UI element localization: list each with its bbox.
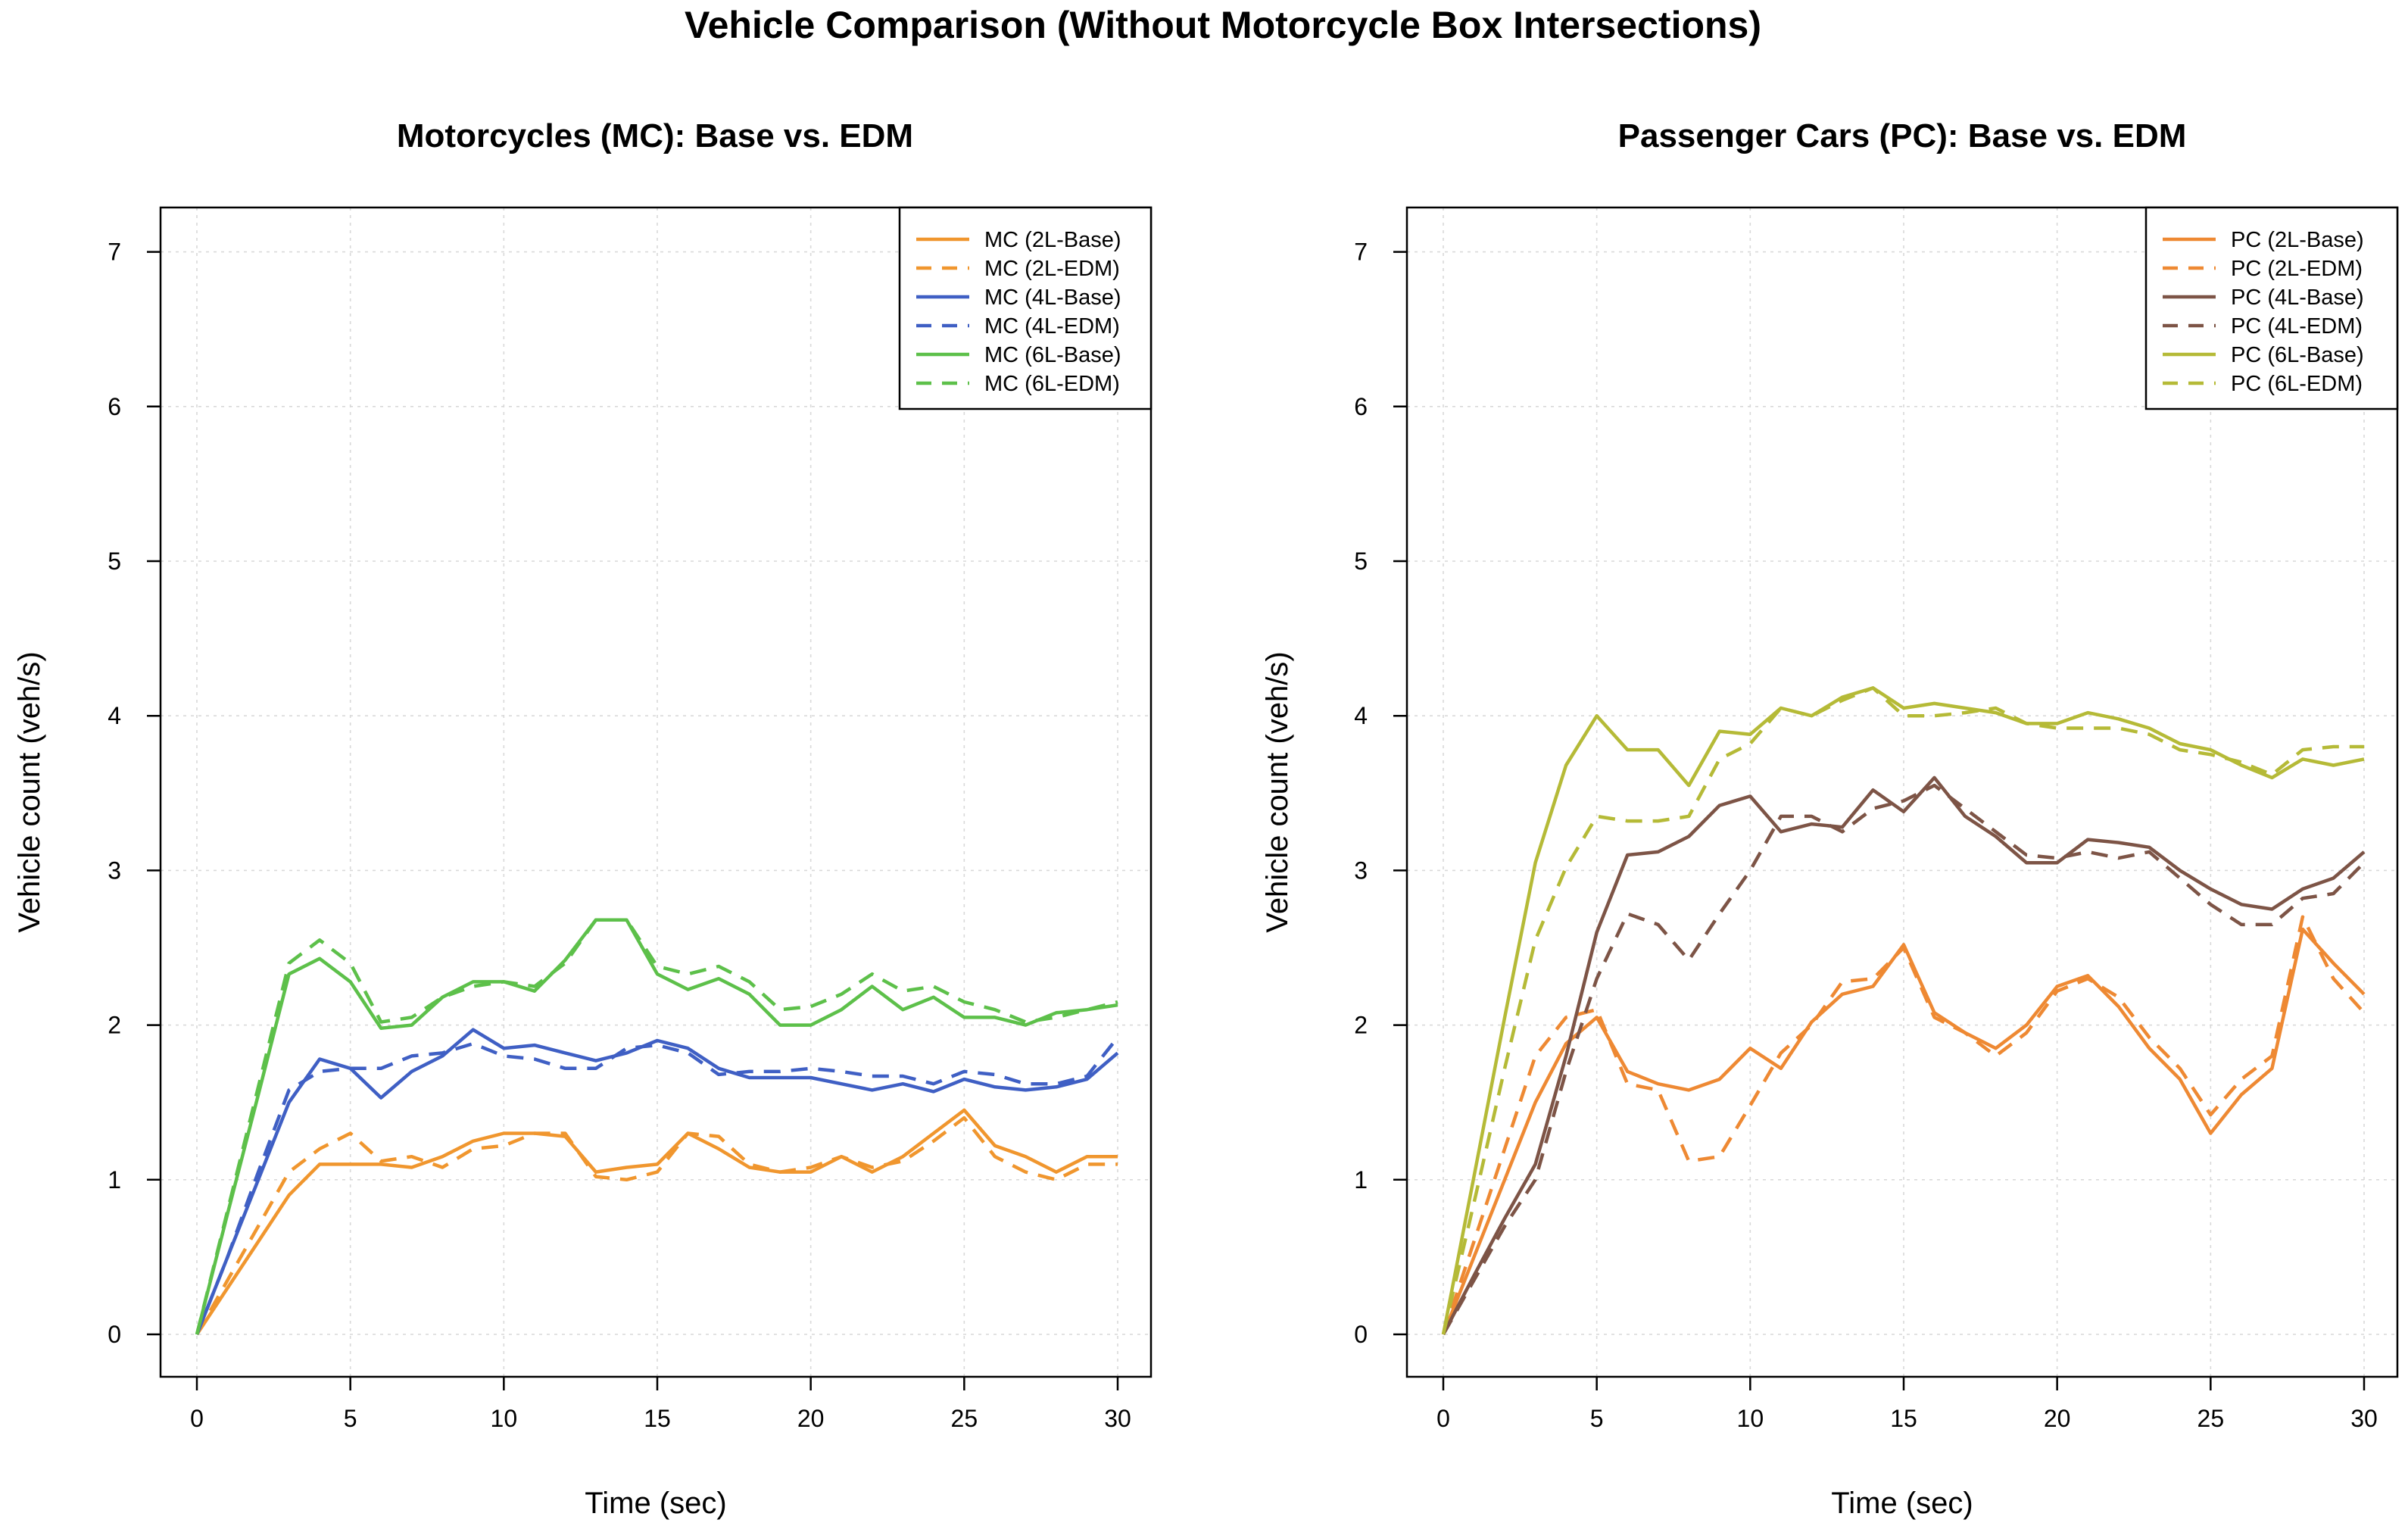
series-line	[1441, 915, 2366, 1335]
x-tick-label: 20	[2044, 1405, 2071, 1432]
legend-entry: PC (4L-EDM)	[2231, 314, 2363, 339]
y-tick-label: 6	[108, 393, 121, 420]
legend: MC (2L-Base) MC (2L-EDM) MC (4L-Base) MC (4…	[898, 206, 1153, 410]
legend-entry: MC (6L-Base)	[984, 343, 1121, 367]
x-tick-label: 30	[2350, 1405, 2378, 1432]
x-tick-label: 30	[1104, 1405, 1131, 1432]
y-tick-label: 1	[1354, 1166, 1368, 1194]
series-lines	[195, 918, 1119, 1336]
x-tick-label: 0	[1436, 1405, 1450, 1432]
x-tick-label: 25	[951, 1405, 978, 1432]
panel-title: Motorcycles (MC): Base vs. EDM	[397, 117, 913, 154]
legend-entry: PC (6L-Base)	[2231, 343, 2364, 367]
x-tick-label: 10	[1737, 1405, 1764, 1432]
series-line	[195, 1108, 1118, 1336]
series-line	[1442, 775, 2366, 1336]
legend-box	[898, 206, 1153, 410]
legend-entry: MC (4L-Base)	[984, 286, 1121, 310]
legend-entry: MC (4L-EDM)	[984, 314, 1120, 339]
y-tick-label: 3	[1354, 857, 1368, 884]
legend-entry: MC (2L-Base)	[984, 228, 1121, 252]
series-line	[1441, 686, 2364, 1335]
y-tick-label: 4	[1354, 702, 1368, 729]
legend-entry: PC (6L-EDM)	[2231, 372, 2363, 396]
y-tick-label: 0	[1354, 1321, 1368, 1348]
x-tick-label: 10	[491, 1405, 518, 1432]
y-tick-label: 0	[108, 1321, 121, 1348]
legend-box	[2144, 206, 2399, 410]
x-tick-label: 0	[190, 1405, 204, 1432]
legend-entry: MC (6L-EDM)	[984, 372, 1120, 396]
y-tick-label: 1	[108, 1166, 121, 1194]
series-line	[1441, 927, 2366, 1335]
y-tick-label: 7	[108, 239, 121, 266]
y-tick-label: 6	[1354, 393, 1368, 420]
series-line	[1441, 686, 2365, 1335]
panel-title: Passenger Cars (PC): Base vs. EDM	[1618, 117, 2187, 154]
y-tick-label: 7	[1354, 239, 1368, 266]
series-lines	[1441, 686, 2366, 1336]
x-tick-label: 5	[1590, 1405, 1604, 1432]
x-axis-label: Time (sec)	[585, 1487, 726, 1520]
y-tick-label: 2	[1354, 1012, 1368, 1039]
legend-entry: PC (2L-Base)	[2231, 228, 2364, 252]
legend-entry: PC (2L-EDM)	[2231, 257, 2363, 281]
x-tick-label: 15	[1890, 1405, 1917, 1432]
legend: PC (2L-Base) PC (2L-EDM) PC (4L-Base) PC (4…	[2144, 206, 2399, 410]
y-axis-label: Vehicle count (veh/s)	[1261, 651, 1294, 932]
y-tick-label: 5	[108, 548, 121, 575]
y-tick-label: 5	[1354, 548, 1368, 575]
x-tick-label: 15	[644, 1405, 671, 1432]
series-line	[195, 918, 1118, 1335]
legend-entry: MC (2L-EDM)	[984, 257, 1120, 281]
series-line	[1442, 783, 2366, 1336]
plot-frame	[1405, 206, 2399, 1378]
y-tick-label: 4	[108, 702, 121, 729]
series-line	[195, 1036, 1119, 1335]
x-tick-label: 25	[2197, 1405, 2225, 1432]
figure-title: Vehicle Comparison (Without Motorcycle B…	[685, 4, 1761, 46]
y-axis-label: Vehicle count (veh/s)	[13, 651, 46, 932]
y-tick-label: 3	[108, 857, 121, 884]
plot-frame	[159, 206, 1153, 1378]
series-line	[195, 918, 1118, 1335]
y-tick-label: 2	[108, 1012, 121, 1039]
series-line	[195, 1028, 1119, 1335]
x-axis-label: Time (sec)	[1831, 1487, 1973, 1520]
series-line	[195, 1116, 1118, 1336]
x-tick-label: 5	[344, 1405, 357, 1432]
legend-entry: PC (4L-Base)	[2231, 286, 2364, 310]
x-tick-label: 20	[797, 1405, 825, 1432]
grid	[161, 208, 1151, 1377]
